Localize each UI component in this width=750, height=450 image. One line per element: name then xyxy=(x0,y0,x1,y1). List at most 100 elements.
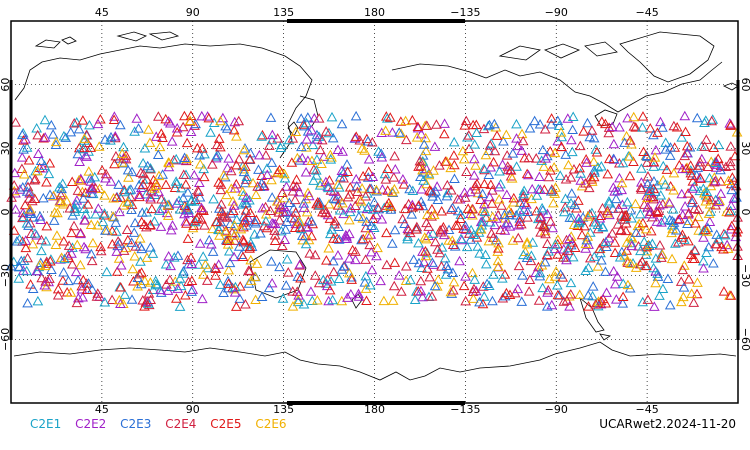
observation-marker xyxy=(581,234,593,245)
observation-marker xyxy=(376,127,388,137)
observation-marker xyxy=(327,255,339,266)
observation-marker xyxy=(276,240,288,251)
observation-marker xyxy=(545,185,557,196)
observation-marker xyxy=(118,245,130,255)
observation-marker xyxy=(43,168,55,179)
observation-marker xyxy=(119,289,131,299)
observation-marker xyxy=(171,198,183,208)
observation-marker xyxy=(720,161,732,171)
observation-marker xyxy=(710,162,722,172)
legend-item-c2e3: C2E3 xyxy=(120,417,152,431)
observation-marker xyxy=(566,134,577,145)
observation-marker xyxy=(150,278,162,289)
observation-marker xyxy=(355,195,367,206)
observation-marker xyxy=(194,158,206,169)
observation-marker xyxy=(18,135,29,145)
observation-marker xyxy=(292,271,304,281)
observation-marker xyxy=(343,214,355,225)
observation-marker xyxy=(217,208,228,219)
observation-marker xyxy=(196,293,208,304)
observation-marker xyxy=(575,168,587,178)
observation-marker xyxy=(689,181,700,191)
bottom-tick-label: 45 xyxy=(95,403,109,416)
observation-marker xyxy=(121,224,133,235)
observation-marker xyxy=(507,148,519,158)
observation-marker xyxy=(178,266,189,276)
observation-marker xyxy=(258,220,270,231)
observation-marker xyxy=(116,148,128,158)
observation-marker xyxy=(83,278,94,288)
observation-marker xyxy=(327,132,339,143)
observation-marker xyxy=(368,196,380,207)
observation-marker xyxy=(353,291,365,301)
observation-marker xyxy=(133,268,145,279)
observation-marker xyxy=(513,260,525,271)
observation-marker xyxy=(542,238,553,248)
observation-marker xyxy=(86,183,98,194)
observation-marker xyxy=(10,204,21,214)
observation-marker xyxy=(701,186,713,196)
observation-marker xyxy=(526,250,537,260)
observation-marker xyxy=(649,152,661,162)
observation-marker xyxy=(302,187,314,198)
observation-marker xyxy=(82,199,94,209)
observation-marker xyxy=(240,205,252,215)
observation-marker xyxy=(231,159,242,170)
observation-marker xyxy=(485,162,497,172)
observation-marker xyxy=(65,126,77,137)
observation-marker xyxy=(342,166,353,176)
observation-marker xyxy=(126,237,137,247)
observation-marker xyxy=(467,267,478,278)
observation-marker xyxy=(441,260,453,270)
observation-marker xyxy=(136,207,148,217)
observation-marker xyxy=(178,169,190,179)
axis-ticks: 45 90 135 180 −135 −90 −45 45 90 135 180 −135 −90 −45… xyxy=(0,6,750,416)
top-tick-label: 180 xyxy=(364,6,385,19)
observation-marker xyxy=(471,232,483,242)
observation-marker xyxy=(699,187,710,198)
observation-marker xyxy=(327,294,338,305)
observation-marker xyxy=(67,258,78,269)
observation-marker xyxy=(32,129,44,140)
observation-marker xyxy=(542,208,553,219)
observation-marker xyxy=(415,160,427,171)
observation-marker xyxy=(608,138,620,149)
observation-marker xyxy=(50,239,62,249)
observation-marker xyxy=(316,134,328,145)
observation-marker xyxy=(553,120,565,130)
observation-marker xyxy=(591,147,603,157)
observation-marker xyxy=(388,280,400,291)
observation-marker xyxy=(504,289,516,300)
observation-marker xyxy=(517,192,529,202)
observation-marker xyxy=(586,125,598,135)
observation-marker xyxy=(666,227,677,238)
observation-marker xyxy=(23,193,35,203)
observation-marker xyxy=(616,184,628,195)
observation-marker xyxy=(135,167,147,177)
observation-marker xyxy=(692,204,704,214)
observation-marker xyxy=(19,199,31,210)
observation-marker xyxy=(274,261,285,272)
observation-marker xyxy=(245,207,256,218)
observation-marker xyxy=(389,224,401,235)
observation-marker xyxy=(17,212,28,223)
observation-marker xyxy=(487,295,498,306)
observation-marker xyxy=(52,289,64,300)
observation-marker xyxy=(701,247,712,258)
observation-marker xyxy=(465,224,477,235)
observation-marker xyxy=(35,155,47,165)
observation-marker xyxy=(421,178,432,189)
observation-marker xyxy=(716,241,727,252)
observation-marker xyxy=(59,253,70,264)
observation-marker xyxy=(601,241,612,252)
observation-marker xyxy=(536,155,547,165)
observation-marker xyxy=(71,239,83,249)
observation-marker xyxy=(569,199,580,210)
observation-marker xyxy=(205,127,216,137)
observation-marker xyxy=(194,238,206,248)
observation-marker xyxy=(165,260,176,271)
observation-marker xyxy=(588,165,600,175)
observation-marker xyxy=(568,219,580,230)
observation-marker xyxy=(312,196,324,207)
observation-marker xyxy=(682,218,693,229)
